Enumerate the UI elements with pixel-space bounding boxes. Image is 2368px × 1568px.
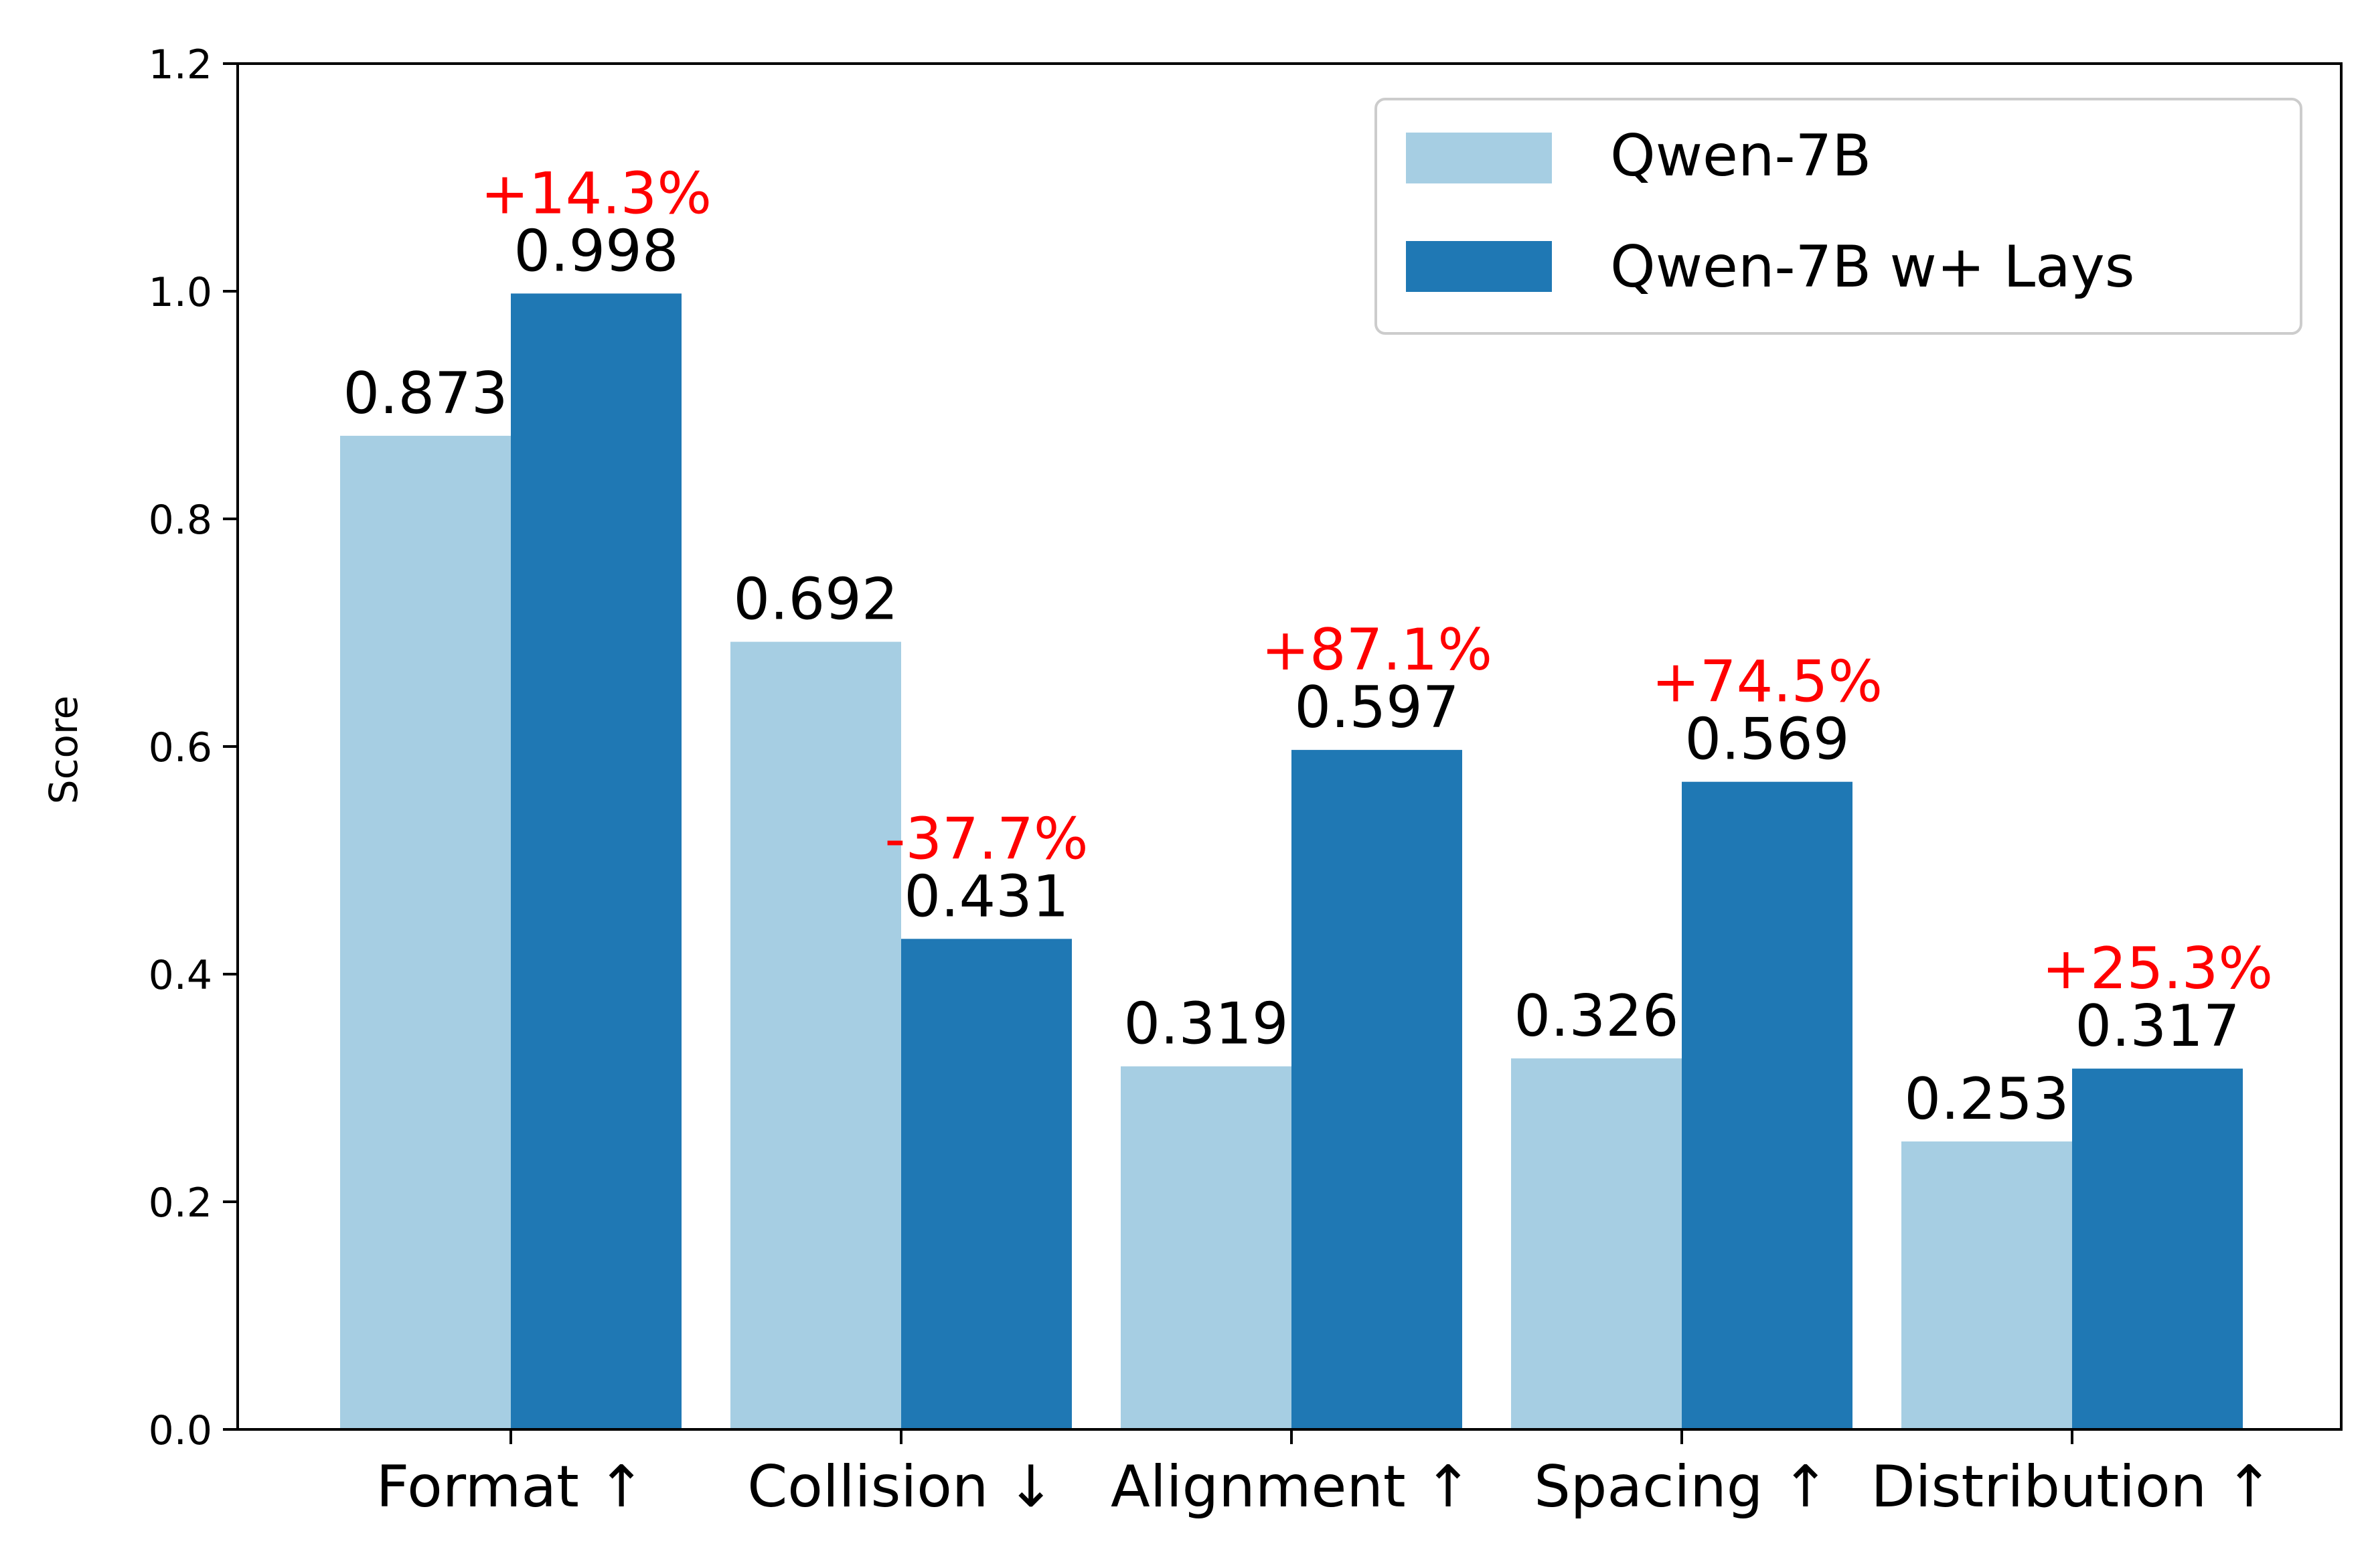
legend: Qwen-7B Qwen-7B w+ Lays <box>1374 98 2302 335</box>
x-tick-label-spacing: Spacing ↑ <box>1534 1454 1830 1520</box>
value-label-qwen-7b-w-lays-distribution: 0.317 <box>2075 993 2239 1060</box>
y-axis-label: Score <box>41 696 86 804</box>
legend-box <box>1374 98 2302 335</box>
y-tick-label-0-8: 0.8 <box>149 497 212 544</box>
y-tick-label-0-4: 0.4 <box>149 952 212 999</box>
y-tick-label-1-2: 1.2 <box>149 42 212 88</box>
bar-qwen-7b-w-lays-distribution <box>2072 1069 2243 1429</box>
y-tick-label-0-2: 0.2 <box>149 1180 212 1227</box>
bar-qwen-7b-w-lays-spacing <box>1682 781 1852 1429</box>
value-label-qwen-7b-alignment: 0.319 <box>1123 991 1288 1058</box>
value-label-qwen-7b-w-lays-spacing: 0.569 <box>1684 706 1849 773</box>
value-label-qwen-7b-distribution: 0.253 <box>1904 1066 2069 1133</box>
y-tick-label-1-0: 1.0 <box>149 269 212 316</box>
legend-swatch-qwen-7b <box>1406 133 1552 183</box>
plot-frame <box>236 62 2343 1431</box>
value-label-qwen-7b-format: 0.873 <box>343 360 507 427</box>
x-tick-label-alignment: Alignment ↑ <box>1111 1454 1472 1520</box>
change-annotation-spacing: +74.5% <box>1652 649 1883 716</box>
bar-qwen-7b-distribution <box>1901 1141 2072 1429</box>
legend-label-qwen-7b: Qwen-7B <box>1610 123 1871 189</box>
x-tick-label-format: Format ↑ <box>376 1454 645 1520</box>
y-tick-label-0-6: 0.6 <box>149 724 212 771</box>
legend-swatch-qwen-7b-w-lays <box>1406 241 1552 292</box>
bar-qwen-7b-w-lays-alignment <box>1291 750 1462 1429</box>
y-tick-label-0-0: 0.0 <box>149 1407 212 1454</box>
legend-label-qwen-7b-w-lays: Qwen-7B w+ Lays <box>1610 234 2135 301</box>
change-annotation-collision: -37.7% <box>884 805 1088 872</box>
x-tick-label-collision: Collision ↓ <box>747 1454 1055 1520</box>
value-label-qwen-7b-spacing: 0.326 <box>1514 983 1678 1050</box>
bar-qwen-7b-w-lays-format <box>511 293 682 1429</box>
value-label-qwen-7b-w-lays-format: 0.998 <box>514 218 678 285</box>
bar-qwen-7b-spacing <box>1511 1058 1682 1429</box>
change-annotation-distribution: +25.3% <box>2042 935 2273 1002</box>
value-label-qwen-7b-w-lays-collision: 0.431 <box>904 863 1069 930</box>
change-annotation-format: +14.3% <box>481 160 712 227</box>
bar-qwen-7b-collision <box>730 641 901 1429</box>
change-annotation-alignment: +87.1% <box>1261 617 1492 684</box>
x-tick-label-distribution: Distribution ↑ <box>1871 1454 2273 1520</box>
bar-qwen-7b-w-lays-collision <box>901 939 1072 1429</box>
value-label-qwen-7b-collision: 0.692 <box>733 566 898 633</box>
bar-qwen-7b-alignment <box>1121 1066 1291 1429</box>
bar-qwen-7b-format <box>340 435 511 1429</box>
value-label-qwen-7b-w-lays-alignment: 0.597 <box>1294 674 1459 741</box>
